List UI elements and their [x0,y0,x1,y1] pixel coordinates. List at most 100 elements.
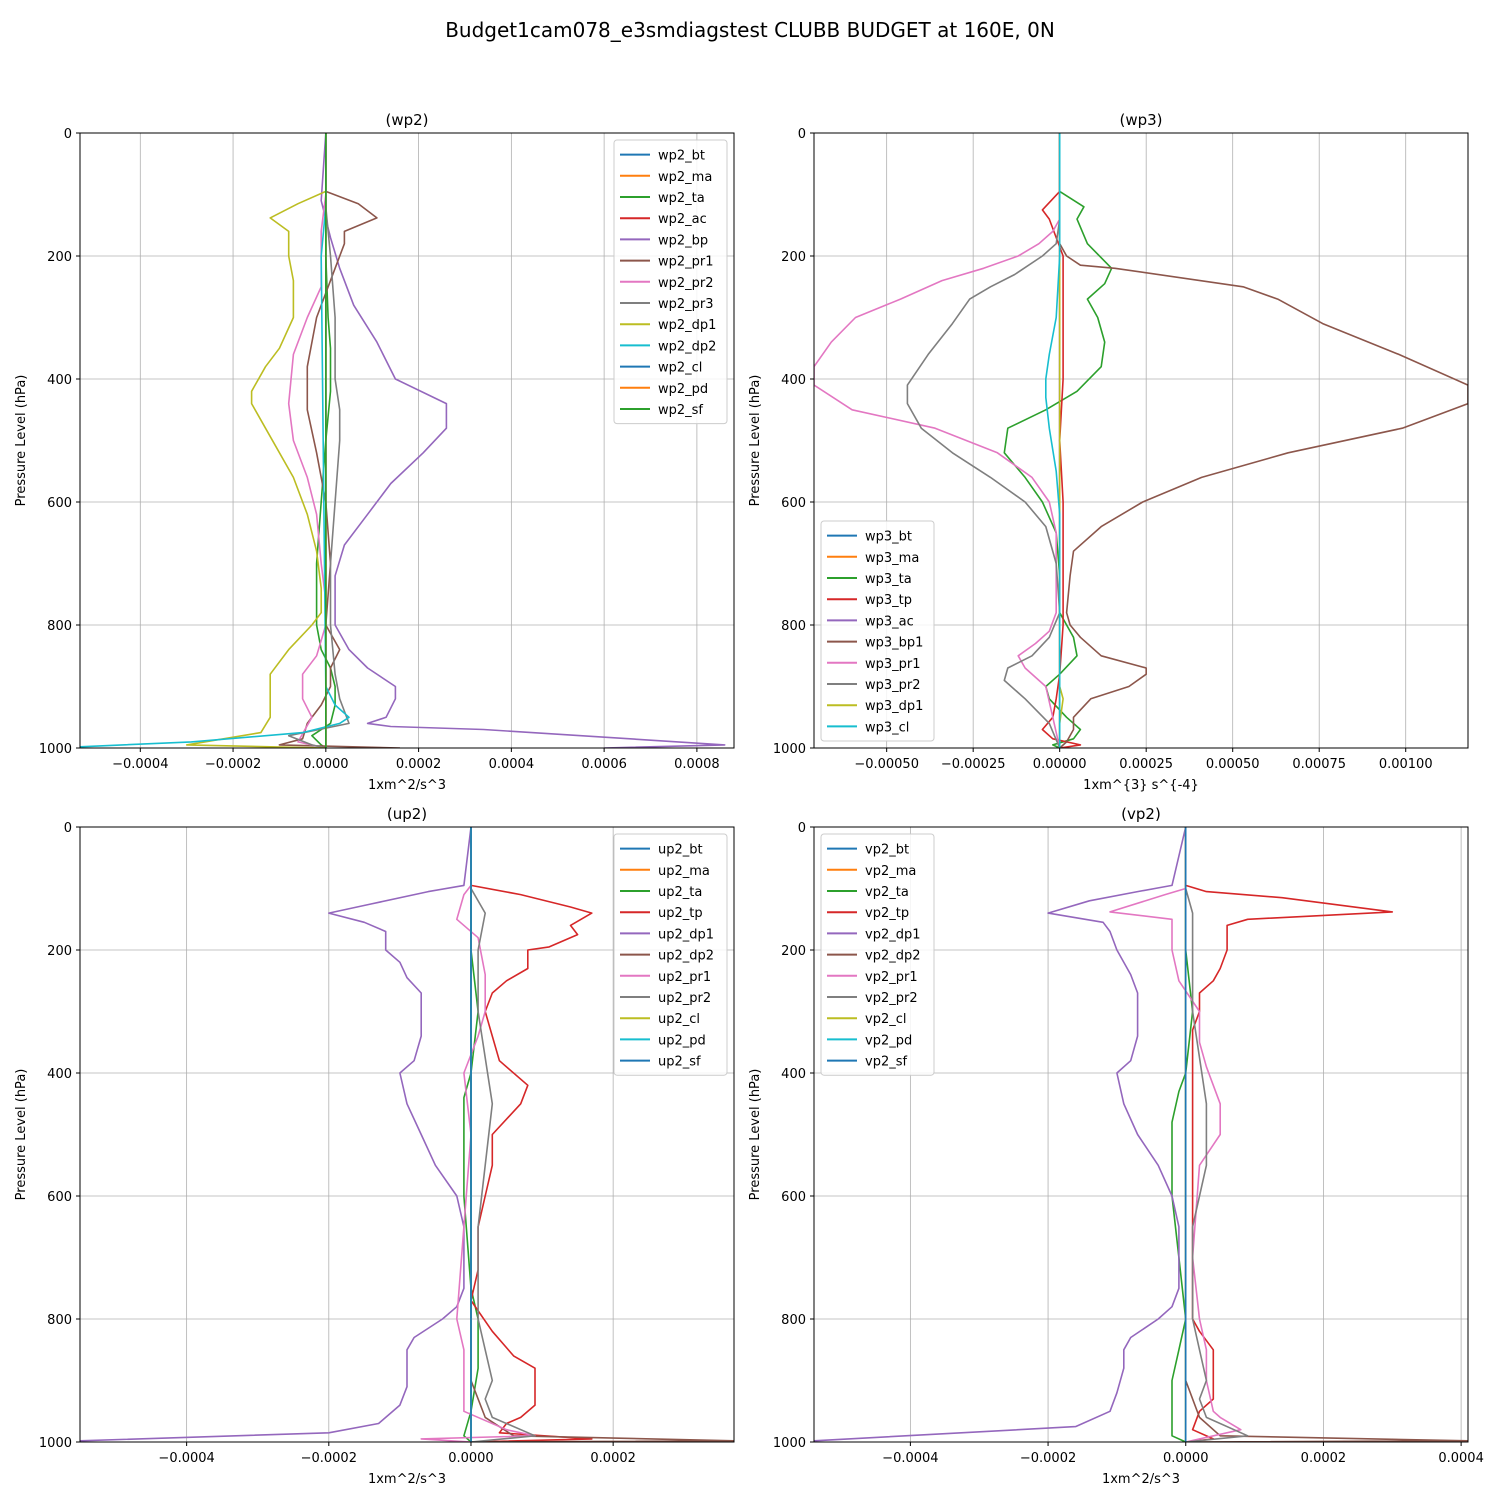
y-tick-label: 600 [781,1190,806,1205]
legend-label-wp3_tp: wp3_tp [865,593,912,608]
y-tick-label: 800 [781,1313,806,1328]
legend-label-wp2_ta: wp2_ta [658,191,705,206]
legend-label-wp2_pr3: wp2_pr3 [658,297,714,312]
x-tick-label: 0.00100 [1379,757,1433,772]
legend-label-wp3_pr2: wp3_pr2 [865,678,921,693]
legend-label-wp2_sf: wp2_sf [658,403,703,418]
x-axis-label: 1xm^{3} s^{-4} [1083,778,1199,793]
series-line-up2_dp1 [80,827,472,1442]
axes-frame [79,132,735,749]
x-tick-label: −0.0002 [301,1451,357,1466]
axes-frame [813,132,1469,749]
series-line-up2_pr2 [470,827,536,1442]
subplot-title: (vp2) [1121,805,1161,823]
figure-title: Budget1cam078_e3smdiagstest CLUBB BUDGET… [445,18,1055,42]
y-tick-label: 0 [64,127,72,142]
y-tick-label: 0 [798,821,806,836]
y-tick-label: 200 [781,944,806,959]
x-tick-label: 0.0000 [448,1451,494,1466]
legend-box [613,833,728,1076]
legend-label-up2_pr2: up2_pr2 [658,991,711,1006]
legend-label-wp2_dp1: wp2_dp1 [658,318,716,333]
subplot-title: (wp2) [385,111,428,129]
legend: wp2_bt wp2_ma wp2_ta wp2_ac wp2_bp wp2_pr1 wp2… [613,139,728,425]
legend-label-wp2_pd: wp2_pd [658,382,708,397]
legend-label-wp2_bt: wp2_bt [658,149,705,164]
x-tick-label: 0.0008 [674,757,720,772]
y-axis-label: Pressure Level (hPa) [14,1069,29,1201]
legend-label-wp3_cl: wp3_cl [865,720,909,735]
y-tick-label: 200 [781,250,806,265]
y-tick-label: 800 [47,1313,72,1328]
legend-label-wp2_cl: wp2_cl [658,361,702,376]
legend-label-vp2_tp: vp2_tp [865,906,909,921]
x-axis-label: 1xm^2/s^3 [368,778,446,793]
x-tick-label: 0.0000 [303,757,349,772]
series-line-up2_pr1 [420,827,536,1442]
series-group [80,133,726,748]
series-group [80,827,734,1442]
y-tick-label: 1000 [39,1436,72,1451]
x-tick-label: 0.0006 [581,757,627,772]
series-line-vp2_pr1 [1109,827,1242,1442]
series-line-wp2_pr3 [287,133,350,748]
series-line-up2_tp [470,827,593,1442]
subplot-vp2: −0.0004 −0.0002 0.0000 0.0002 0.0004 0 200 400 6… [748,805,1484,1487]
legend-label-vp2_pr2: vp2_pr2 [865,991,918,1006]
subplot-title: (up2) [387,805,427,823]
legend-label-up2_tp: up2_tp [658,906,703,921]
legend-label-up2_bt: up2_bt [658,843,703,858]
legend-box [820,833,935,1076]
legend-label-wp2_bp: wp2_bp [658,233,708,248]
legend-label-wp3_ac: wp3_ac [865,614,914,629]
legend-label-vp2_ma: vp2_ma [865,864,916,879]
legend-label-wp2_ma: wp2_ma [658,170,712,185]
legend-label-up2_sf: up2_sf [658,1055,701,1070]
x-tick-label: −0.0004 [158,1451,214,1466]
legend: up2_bt up2_ma up2_ta up2_tp up2_dp1 up2_dp2up… [613,833,728,1076]
legend-label-vp2_pd: vp2_pd [865,1033,912,1048]
y-axis-label: Pressure Level (hPa) [14,375,29,507]
y-tick-label: 600 [781,496,806,511]
series-line-wp2_pr1 [278,133,401,748]
y-tick-label: 200 [47,944,72,959]
legend-label-up2_cl: up2_cl [658,1012,700,1027]
series-line-vp2_pr2 [1184,827,1249,1442]
y-tick-label: 0 [798,127,806,142]
legend-label-wp3_ta: wp3_ta [865,572,912,587]
x-tick-label: 0.0002 [590,1451,636,1466]
legend-label-up2_pr1: up2_pr1 [658,970,711,985]
y-tick-label: 800 [781,619,806,634]
y-tick-label: 200 [47,250,72,265]
legend-label-wp3_dp1: wp3_dp1 [865,699,923,714]
x-tick-label: −0.00025 [941,757,1006,772]
x-tick-label: 0.00050 [1206,757,1260,772]
axes-frame [813,826,1469,1443]
legend-box [820,520,935,742]
y-axis-label: Pressure Level (hPa) [748,375,763,507]
series-line-vp2_dp2 [1184,827,1468,1442]
legend-label-wp3_ma: wp3_ma [865,551,919,566]
series-line-vp2_ta [1171,827,1194,1442]
y-tick-label: 400 [47,1067,72,1082]
series-line-wp3_tp [1041,133,1082,748]
legend-label-up2_dp2: up2_dp2 [658,949,714,964]
legend-label-vp2_dp1: vp2_dp1 [865,927,921,942]
legend-label-wp3_bp1: wp3_bp1 [865,636,923,651]
legend-label-up2_ma: up2_ma [658,864,710,879]
x-tick-label: 0.00025 [1119,757,1173,772]
y-tick-label: 800 [47,619,72,634]
y-tick-label: 0 [64,821,72,836]
legend-label-wp3_pr1: wp3_pr1 [865,657,921,672]
legend: vp2_bt vp2_ma vp2_ta vp2_tp vp2_dp1 vp2_dp2vp… [820,833,935,1076]
legend-label-up2_dp1: up2_dp1 [658,927,714,942]
axes-frame [79,826,735,1443]
subplot-wp3: −0.00050 −0.00025 0.00000 0.00025 0.00050 0.0… [748,111,1469,793]
legend-box [613,139,728,425]
legend-label-vp2_pr1: vp2_pr1 [865,970,918,985]
series-group [814,827,1468,1442]
legend-label-wp3_bt: wp3_bt [865,530,912,545]
x-axis-label: 1xm^2/s^3 [368,1472,446,1487]
